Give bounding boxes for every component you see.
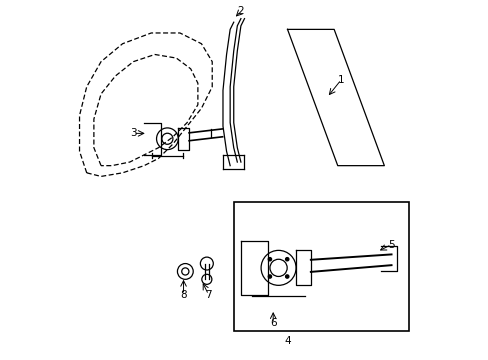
Text: 3: 3 (130, 129, 136, 138)
Text: 2: 2 (237, 6, 244, 17)
Circle shape (285, 258, 288, 261)
Circle shape (268, 275, 271, 278)
Text: 6: 6 (269, 319, 276, 328)
Bar (233, 202, 408, 330)
Text: 4: 4 (284, 336, 290, 346)
Text: 1: 1 (337, 75, 344, 85)
Circle shape (268, 258, 271, 261)
Text: 7: 7 (205, 290, 211, 300)
Circle shape (285, 275, 288, 278)
Text: 8: 8 (180, 290, 186, 300)
Text: 5: 5 (387, 239, 394, 249)
